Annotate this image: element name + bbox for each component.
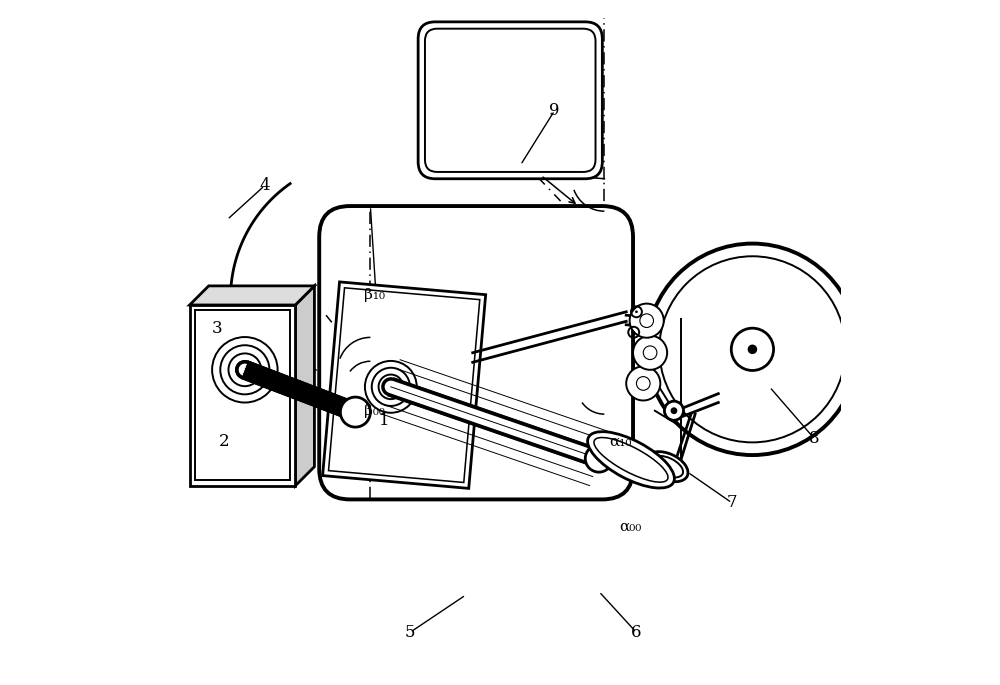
Text: 7: 7	[727, 495, 737, 511]
Circle shape	[242, 367, 248, 373]
Text: β₀₀: β₀₀	[364, 403, 384, 418]
FancyBboxPatch shape	[425, 29, 596, 172]
Circle shape	[340, 397, 370, 427]
Circle shape	[635, 310, 638, 313]
Circle shape	[748, 345, 757, 354]
Text: 8: 8	[809, 429, 819, 447]
Circle shape	[664, 401, 684, 421]
Polygon shape	[190, 305, 295, 486]
Text: α₁₀: α₁₀	[609, 434, 632, 449]
Ellipse shape	[646, 451, 688, 482]
Text: 3: 3	[212, 321, 222, 337]
Polygon shape	[190, 286, 314, 305]
Text: β₁₀: β₁₀	[364, 288, 385, 302]
Polygon shape	[323, 282, 486, 488]
Circle shape	[585, 445, 613, 472]
Circle shape	[633, 336, 667, 370]
Text: 6: 6	[631, 624, 642, 641]
Text: α₀₀: α₀₀	[619, 520, 642, 534]
Text: 4: 4	[259, 177, 270, 194]
Circle shape	[671, 408, 677, 414]
Circle shape	[647, 244, 858, 455]
FancyBboxPatch shape	[319, 206, 633, 499]
Text: 9: 9	[549, 102, 560, 119]
Ellipse shape	[588, 432, 674, 488]
Circle shape	[388, 384, 394, 390]
Circle shape	[626, 366, 660, 401]
Text: 2: 2	[218, 433, 229, 450]
Polygon shape	[295, 286, 314, 486]
Circle shape	[632, 331, 635, 334]
Text: 1: 1	[379, 412, 389, 429]
Text: 5: 5	[405, 624, 415, 641]
Circle shape	[630, 303, 664, 338]
FancyBboxPatch shape	[418, 22, 602, 179]
